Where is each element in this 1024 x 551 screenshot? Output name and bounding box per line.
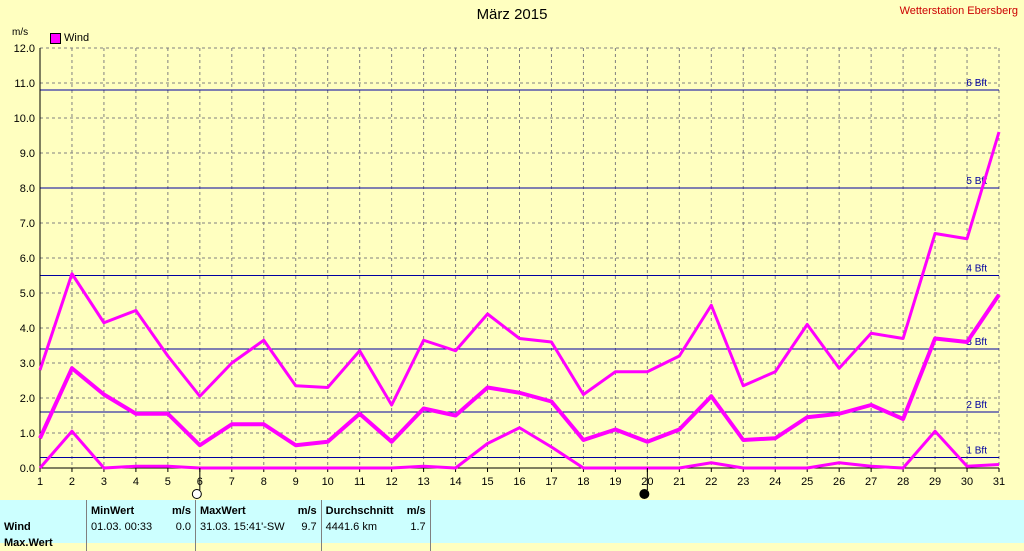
y-axis-unit: m/s xyxy=(12,27,29,38)
y-tick-label: 11.0 xyxy=(14,78,35,90)
max-unit-header: m/s xyxy=(297,505,317,517)
min-time: 01.03. 00:33 xyxy=(86,519,163,535)
x-tick-label: 7 xyxy=(229,476,235,488)
max-value: 9.7 xyxy=(301,521,317,533)
x-tick-label: 12 xyxy=(386,476,398,488)
x-tick-label: 11 xyxy=(354,476,365,488)
y-tick-label: 2.0 xyxy=(20,393,35,405)
x-tick-label: 3 xyxy=(101,476,107,488)
avg-value: 1.7 xyxy=(410,521,426,533)
series-line xyxy=(38,293,1001,448)
series-line xyxy=(38,131,1001,407)
full-moon-icon xyxy=(191,489,202,499)
min-unit-header: m/s xyxy=(172,505,191,517)
x-tick-label: 18 xyxy=(577,476,589,488)
chart-title: März 2015 xyxy=(476,6,548,23)
stats-row-wind: Wind 01.03. 00:33 0.0 31.03. 15:41'-SW 9… xyxy=(0,519,439,535)
x-tick-label: 26 xyxy=(833,476,845,488)
x-tick-label: 14 xyxy=(449,476,461,488)
x-tick-label: 13 xyxy=(417,476,429,488)
x-tick-label: 30 xyxy=(961,476,973,488)
row-label: Wind xyxy=(4,521,31,533)
x-tick-label: 22 xyxy=(705,476,717,488)
legend: Wind xyxy=(50,32,89,44)
x-tick-label: 21 xyxy=(673,476,685,488)
beaufort-reference-lines: 1 Bft 2 Bft 3 Bft 4 Bft 5 Bft 6 Bft xyxy=(40,78,999,458)
x-tick-label: 29 xyxy=(929,476,941,488)
beaufort-label: 1 Bft xyxy=(966,446,987,457)
min-value: 0.0 xyxy=(175,521,191,533)
y-tick-label: 8.0 xyxy=(20,183,35,195)
y-tick-label: 10.0 xyxy=(14,113,35,125)
y-tick-label: 12.0 xyxy=(14,43,35,55)
min-header: MinWert xyxy=(86,500,163,519)
max-time: 31.03. 15:41'-SW xyxy=(194,519,289,535)
distance: 4441.6 km xyxy=(320,519,398,535)
max-header: MaxWert xyxy=(194,500,289,519)
x-tick-label: 28 xyxy=(897,476,909,488)
legend-swatch xyxy=(50,32,61,44)
x-tick-label: 10 xyxy=(322,476,334,488)
x-tick-label: 19 xyxy=(609,476,621,488)
legend-label: Wind xyxy=(64,32,90,44)
axes: 0.01.02.03.04.05.06.07.08.09.010.011.012… xyxy=(14,43,1006,488)
y-tick-label: 5.0 xyxy=(20,288,35,300)
stats-row-max: Max.Wert xyxy=(0,535,439,551)
x-tick-label: 1 xyxy=(37,476,43,488)
beaufort-label: 4 Bft xyxy=(966,264,987,275)
x-tick-label: 15 xyxy=(481,476,493,488)
x-tick-label: 16 xyxy=(513,476,525,488)
x-tick-label: 24 xyxy=(769,476,781,488)
y-tick-label: 7.0 xyxy=(20,218,35,230)
stats-header-row: MinWert m/s MaxWert m/s Durchschnitt m/s xyxy=(0,500,439,519)
grid xyxy=(39,47,1000,469)
x-tick-label: 25 xyxy=(801,476,813,488)
y-tick-label: 4.0 xyxy=(20,323,35,335)
x-tick-label: 17 xyxy=(545,476,557,488)
x-tick-label: 27 xyxy=(865,476,877,488)
moon-phase-markers xyxy=(191,468,650,499)
x-tick-label: 31 xyxy=(993,476,1005,488)
x-tick-label: 23 xyxy=(737,476,749,488)
x-tick-label: 8 xyxy=(261,476,267,488)
beaufort-label: 6 Bft xyxy=(966,78,987,89)
beaufort-label: 2 Bft xyxy=(966,400,987,411)
y-tick-label: 3.0 xyxy=(20,358,35,370)
x-tick-label: 4 xyxy=(133,476,139,488)
station-name: Wetterstation Ebersberg xyxy=(899,5,1018,17)
new-moon-icon xyxy=(639,489,650,499)
x-tick-label: 2 xyxy=(69,476,75,488)
avg-unit-header: m/s xyxy=(406,505,426,517)
y-tick-label: 9.0 xyxy=(20,148,35,160)
statistics-table: MinWert m/s MaxWert m/s Durchschnitt m/s… xyxy=(0,500,1024,551)
x-tick-label: 9 xyxy=(293,476,299,488)
wind-chart: 1 Bft 2 Bft 3 Bft 4 Bft 5 Bft 6 Bft 0.0 1.0 2.0… xyxy=(14,43,1006,499)
avg-header: Durchschnitt xyxy=(320,500,398,519)
y-tick-label: 6.0 xyxy=(20,253,35,265)
beaufort-label: 3 Bft xyxy=(966,337,987,348)
beaufort-label: 5 Bft xyxy=(966,176,987,187)
row-label: Max.Wert xyxy=(4,537,53,549)
y-tick-label: 0.0 xyxy=(20,463,35,475)
x-tick-label: 5 xyxy=(165,476,171,488)
y-tick-label: 1.0 xyxy=(20,428,35,440)
